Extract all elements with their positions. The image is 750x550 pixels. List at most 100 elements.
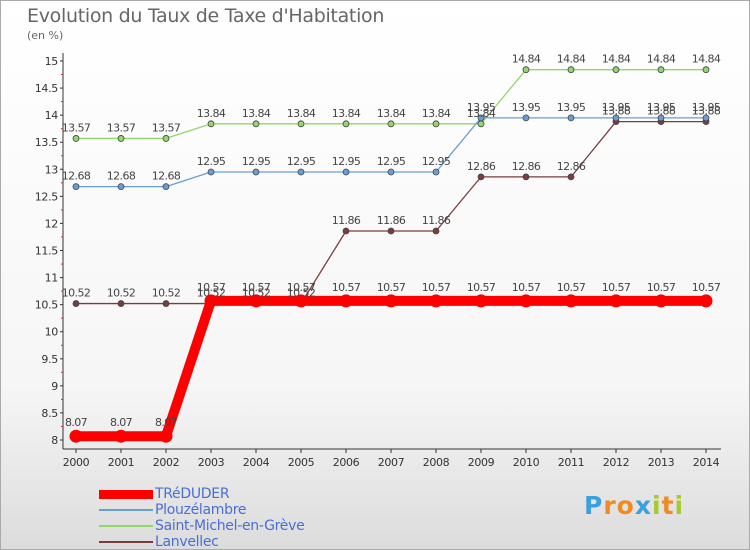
data-point xyxy=(474,294,488,308)
data-point xyxy=(699,294,713,308)
data-label: 13.88 xyxy=(692,105,721,118)
y-tick-label: 9.5 xyxy=(41,353,58,366)
x-tick-label: 2014 xyxy=(693,456,720,469)
data-label: 13.84 xyxy=(467,107,496,120)
data-point xyxy=(567,66,575,74)
data-point xyxy=(567,114,575,122)
legend-label: Lanvellec xyxy=(155,534,219,550)
y-tick-label: 13.5 xyxy=(35,136,59,149)
data-label: 10.52 xyxy=(242,287,271,300)
data-point xyxy=(204,294,218,308)
logo-letter: o xyxy=(616,491,635,520)
x-tick-label: 2011 xyxy=(558,456,584,469)
y-tick-label: 8.5 xyxy=(41,407,58,420)
logo-letter: t xyxy=(661,491,675,520)
data-point xyxy=(249,294,263,308)
data-point xyxy=(567,173,575,181)
data-label: 12.86 xyxy=(467,160,496,173)
x-tick-label: 2008 xyxy=(423,456,450,469)
data-point xyxy=(117,300,125,307)
data-label: 10.57 xyxy=(692,281,721,294)
y-axis-unit: (en %) xyxy=(27,29,64,42)
data-label: 13.84 xyxy=(197,107,226,120)
data-label: 11.86 xyxy=(377,214,406,227)
data-point xyxy=(522,114,530,122)
data-point xyxy=(657,114,665,122)
data-label: 13.95 xyxy=(647,101,676,114)
data-label: 10.52 xyxy=(287,287,316,300)
data-label: 13.84 xyxy=(422,107,451,120)
y-tick-label: 11 xyxy=(45,272,58,285)
y-tick-label: 12 xyxy=(45,217,58,230)
y-tick-label: 10.5 xyxy=(35,299,59,312)
data-point xyxy=(612,114,620,122)
data-point xyxy=(297,120,305,128)
data-label: 8.07 xyxy=(110,416,133,429)
legend-swatch xyxy=(99,490,153,499)
data-label: 12.86 xyxy=(557,160,586,173)
data-point xyxy=(477,173,485,181)
data-label: 14.84 xyxy=(512,53,541,66)
data-point xyxy=(162,183,170,191)
data-point xyxy=(519,294,533,308)
data-label: 14.84 xyxy=(647,53,676,66)
data-point xyxy=(342,168,350,176)
data-label: 13.84 xyxy=(287,107,316,120)
data-label: 10.57 xyxy=(602,281,631,294)
data-point xyxy=(702,66,710,74)
data-point xyxy=(702,114,710,122)
x-tick-label: 2006 xyxy=(333,456,360,469)
data-label: 12.95 xyxy=(377,155,406,168)
data-label: 13.88 xyxy=(602,105,631,118)
data-label: 13.57 xyxy=(152,121,181,134)
data-label: 14.84 xyxy=(557,53,586,66)
data-label: 13.88 xyxy=(647,105,676,118)
data-label: 10.52 xyxy=(197,287,226,300)
data-label: 13.95 xyxy=(602,101,631,114)
x-tick-label: 2007 xyxy=(378,456,405,469)
x-tick-label: 2012 xyxy=(603,456,629,469)
data-label: 13.95 xyxy=(557,101,586,114)
logo-letter: x xyxy=(634,491,652,520)
x-tick-label: 2010 xyxy=(513,456,540,469)
series-line xyxy=(75,120,707,305)
legend-swatch xyxy=(99,541,153,543)
data-label: 10.52 xyxy=(62,287,91,300)
data-label: 14.84 xyxy=(692,53,721,66)
data-point xyxy=(342,120,350,128)
data-point xyxy=(207,120,215,128)
x-tick-label: 2001 xyxy=(108,456,134,469)
data-point xyxy=(72,135,80,142)
x-tick-label: 2002 xyxy=(153,456,179,469)
data-label: 13.57 xyxy=(62,121,91,134)
x-tick-label: 2013 xyxy=(648,456,675,469)
data-label: 13.84 xyxy=(332,107,361,120)
data-label: 10.57 xyxy=(512,281,541,294)
logo-letter: i xyxy=(652,491,662,520)
y-tick-label: 8 xyxy=(51,434,58,447)
data-label: 11.86 xyxy=(332,214,361,227)
data-point xyxy=(207,168,215,176)
x-tick-label: 2009 xyxy=(468,456,495,469)
legend-swatch xyxy=(99,525,153,527)
data-label: 10.57 xyxy=(287,281,316,294)
data-point xyxy=(297,168,305,176)
data-label: 12.86 xyxy=(512,160,541,173)
data-label: 10.57 xyxy=(557,281,586,294)
data-label: 12.95 xyxy=(332,155,361,168)
data-label: 13.84 xyxy=(242,107,271,120)
data-label: 13.84 xyxy=(377,107,406,120)
data-point xyxy=(69,429,83,443)
data-label: 12.95 xyxy=(422,155,451,168)
data-point xyxy=(159,429,173,443)
data-point xyxy=(477,114,485,122)
data-point xyxy=(117,135,125,142)
data-label: 13.95 xyxy=(512,101,541,114)
data-point xyxy=(117,183,125,191)
data-label: 10.57 xyxy=(332,281,361,294)
data-point xyxy=(162,135,170,142)
data-point xyxy=(654,294,668,308)
data-point xyxy=(387,168,395,176)
y-tick-label: 9 xyxy=(51,380,58,393)
